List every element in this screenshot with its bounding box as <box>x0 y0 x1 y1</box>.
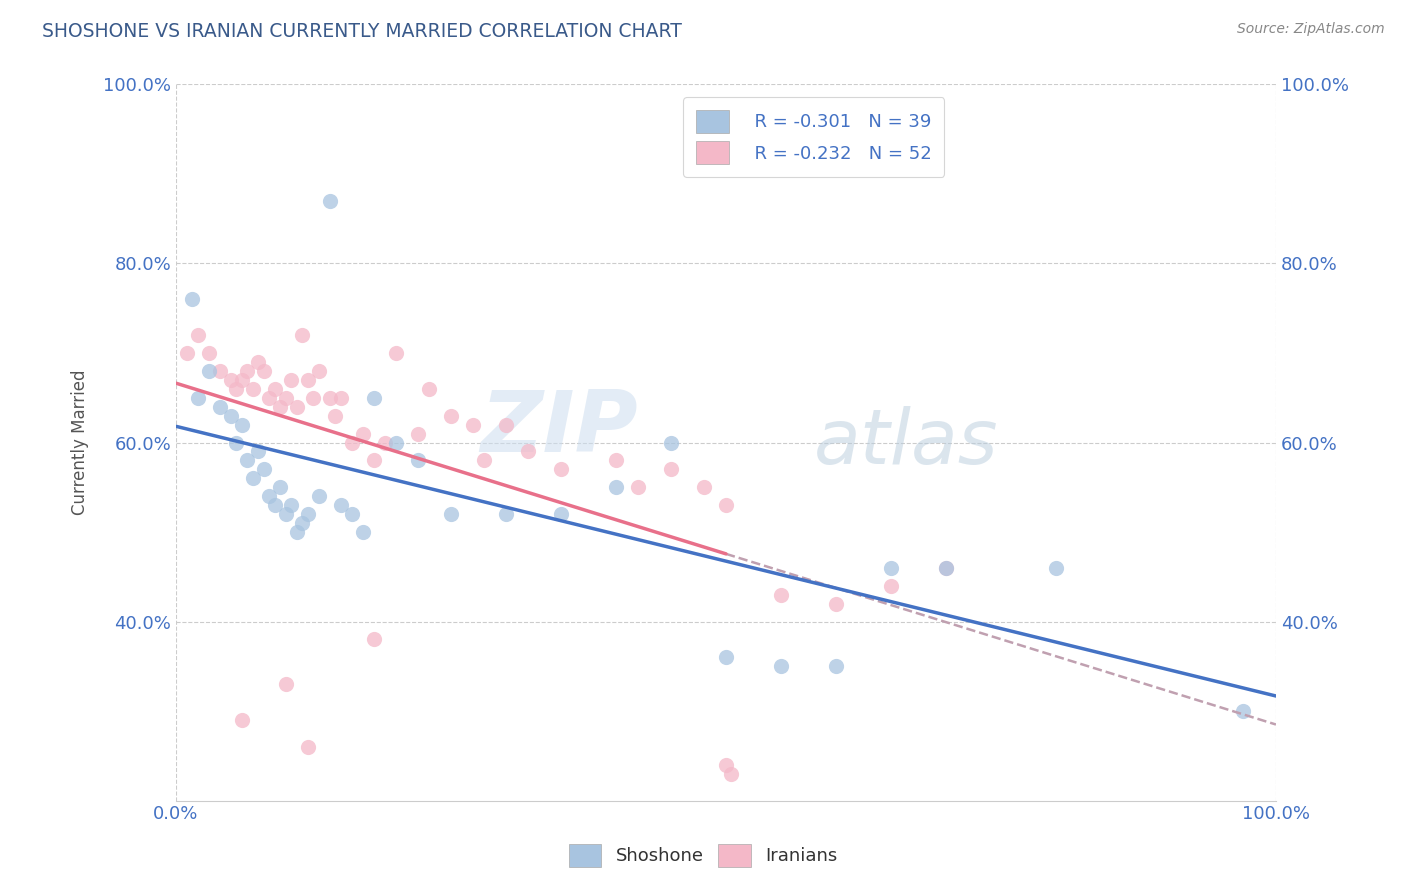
Point <box>231 373 253 387</box>
Point <box>247 444 270 458</box>
Point <box>264 382 287 396</box>
Point <box>259 489 281 503</box>
Point <box>308 489 330 503</box>
Point <box>880 579 903 593</box>
Point <box>187 328 209 343</box>
Point <box>769 659 792 673</box>
Point <box>440 409 463 423</box>
Point <box>231 417 253 432</box>
Text: ZIP: ZIP <box>481 387 638 470</box>
Point <box>325 409 347 423</box>
Point <box>225 382 247 396</box>
Point <box>208 400 231 414</box>
Text: atlas: atlas <box>814 406 998 480</box>
Point <box>176 346 198 360</box>
Point <box>550 507 572 521</box>
Point <box>340 435 363 450</box>
Point <box>198 346 221 360</box>
Point <box>264 498 287 512</box>
Point <box>374 435 396 450</box>
Point <box>187 391 209 405</box>
Point <box>285 524 308 539</box>
Point <box>242 382 264 396</box>
Point <box>247 355 270 369</box>
Point <box>280 498 302 512</box>
Point <box>330 498 353 512</box>
Point <box>330 391 353 405</box>
Point <box>659 435 682 450</box>
Point <box>363 632 385 647</box>
Point <box>274 391 297 405</box>
Point <box>693 480 716 494</box>
Point <box>319 391 342 405</box>
Point <box>236 364 259 378</box>
Point <box>935 561 957 575</box>
Point <box>297 739 319 754</box>
Point <box>714 757 737 772</box>
Point <box>319 194 342 208</box>
Point <box>352 426 374 441</box>
Point <box>461 417 484 432</box>
Point <box>219 373 242 387</box>
Point <box>605 480 627 494</box>
Point <box>291 328 314 343</box>
Point <box>253 462 276 476</box>
Point <box>605 453 627 467</box>
Point <box>225 435 247 450</box>
Point <box>440 507 463 521</box>
Point <box>291 516 314 530</box>
Point <box>659 462 682 476</box>
Point <box>1045 561 1067 575</box>
Point <box>231 713 253 727</box>
Point <box>274 507 297 521</box>
Point <box>363 453 385 467</box>
Legend: Shoshone, Iranians: Shoshone, Iranians <box>561 837 845 874</box>
Legend:   R = -0.301   N = 39,   R = -0.232   N = 52: R = -0.301 N = 39, R = -0.232 N = 52 <box>683 97 945 177</box>
Point <box>769 588 792 602</box>
Point <box>198 364 221 378</box>
Y-axis label: Currently Married: Currently Married <box>72 370 89 516</box>
Point <box>308 364 330 378</box>
Point <box>302 391 325 405</box>
Point <box>297 373 319 387</box>
Point <box>352 524 374 539</box>
Point <box>825 659 848 673</box>
Point <box>259 391 281 405</box>
Point <box>385 435 408 450</box>
Point <box>219 409 242 423</box>
Point <box>935 561 957 575</box>
Point <box>297 507 319 521</box>
Point <box>274 677 297 691</box>
Point <box>495 417 517 432</box>
Point <box>627 480 650 494</box>
Point <box>825 597 848 611</box>
Point <box>406 453 429 467</box>
Point <box>269 480 291 494</box>
Point <box>1232 704 1254 718</box>
Point <box>495 507 517 521</box>
Point <box>236 453 259 467</box>
Text: SHOSHONE VS IRANIAN CURRENTLY MARRIED CORRELATION CHART: SHOSHONE VS IRANIAN CURRENTLY MARRIED CO… <box>42 22 682 41</box>
Point <box>714 650 737 665</box>
Point <box>550 462 572 476</box>
Point <box>208 364 231 378</box>
Point <box>285 400 308 414</box>
Point <box>269 400 291 414</box>
Point <box>242 471 264 485</box>
Point <box>280 373 302 387</box>
Point <box>714 498 737 512</box>
Point <box>340 507 363 521</box>
Point <box>363 391 385 405</box>
Point <box>418 382 440 396</box>
Point <box>253 364 276 378</box>
Point <box>880 561 903 575</box>
Point <box>720 766 742 780</box>
Text: Source: ZipAtlas.com: Source: ZipAtlas.com <box>1237 22 1385 37</box>
Point <box>181 293 204 307</box>
Point <box>517 444 540 458</box>
Point <box>406 426 429 441</box>
Point <box>385 346 408 360</box>
Point <box>472 453 495 467</box>
